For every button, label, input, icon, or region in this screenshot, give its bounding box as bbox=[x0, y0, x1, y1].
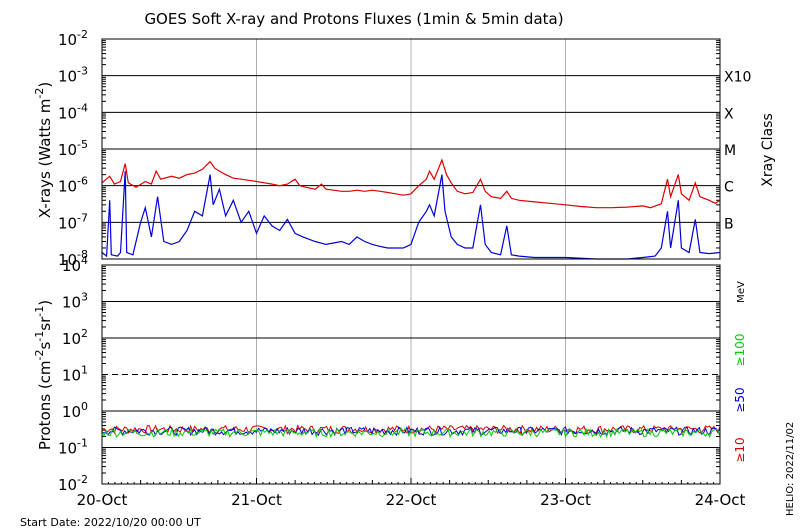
proton-series-line bbox=[101, 427, 721, 439]
xray-panel: 10-2 10-3 10-4 10-5 10-6 10-7 10-8 X10 X M C B Xray … bbox=[33, 28, 776, 269]
xray-y-tick-label: 10-8 bbox=[58, 248, 88, 269]
proton-y-tick-label: 102 bbox=[62, 327, 88, 348]
proton-panel: 104 103 102 101 100 10-1 10-2 MeV ≥100 ≥50 ≥10 Prot… bbox=[33, 254, 747, 494]
chart-title: GOES Soft X-ray and Protons Fluxes (1min… bbox=[144, 10, 563, 28]
proton-y-tick-label: 10-1 bbox=[58, 437, 88, 458]
x-tick-label: 24-Oct bbox=[695, 491, 746, 509]
xray-class-label: X bbox=[724, 106, 734, 122]
xray-y-tick-label: 10-6 bbox=[58, 175, 88, 196]
xray-class-label: X10 bbox=[724, 70, 751, 86]
x-tick-label: 21-Oct bbox=[231, 491, 282, 509]
proton-unit-label: MeV bbox=[736, 281, 747, 303]
x-tick-label: 23-Oct bbox=[540, 491, 591, 509]
proton-y-tick-label: 100 bbox=[62, 400, 88, 421]
xray-y-tick-label: 10-4 bbox=[58, 101, 88, 122]
xray-class-axis-label: Xray Class bbox=[760, 113, 776, 187]
x-tick-label: 22-Oct bbox=[386, 491, 437, 509]
xray-series-line bbox=[101, 158, 721, 209]
xray-y-tick-label: 10-2 bbox=[58, 28, 88, 49]
xray-y-axis-label: X-rays (Watts m-2) bbox=[33, 82, 54, 218]
proton-y-tick-label: 101 bbox=[62, 364, 88, 385]
proton-y-tick-label: 103 bbox=[62, 291, 88, 312]
proton-y-tick-label: 104 bbox=[62, 254, 88, 275]
helio-credit: HELIO: 2022/11/02 bbox=[785, 422, 796, 516]
xray-class-label: B bbox=[724, 216, 734, 232]
proton-energy-label: ≥50 bbox=[733, 387, 747, 412]
proton-y-tick-label: 10-2 bbox=[58, 473, 88, 494]
xray-class-label: M bbox=[724, 143, 736, 159]
proton-energy-label: ≥10 bbox=[733, 437, 747, 462]
xray-y-tick-label: 10-7 bbox=[58, 211, 88, 232]
xray-y-tick-label: 10-3 bbox=[58, 65, 88, 86]
xray-y-tick-label: 10-5 bbox=[58, 138, 88, 159]
start-date-label: Start Date: 2022/10/20 00:00 UT bbox=[20, 516, 201, 529]
xray-class-label: C bbox=[724, 180, 734, 196]
xray-frame bbox=[101, 38, 721, 260]
proton-energy-label: ≥100 bbox=[733, 334, 747, 367]
time-axis: 20-Oct 21-Oct 22-Oct 23-Oct 24-Oct bbox=[77, 478, 746, 509]
proton-y-axis-label: Protons (cm-2s-1sr-1) bbox=[33, 300, 54, 450]
x-tick-label: 20-Oct bbox=[77, 491, 128, 509]
